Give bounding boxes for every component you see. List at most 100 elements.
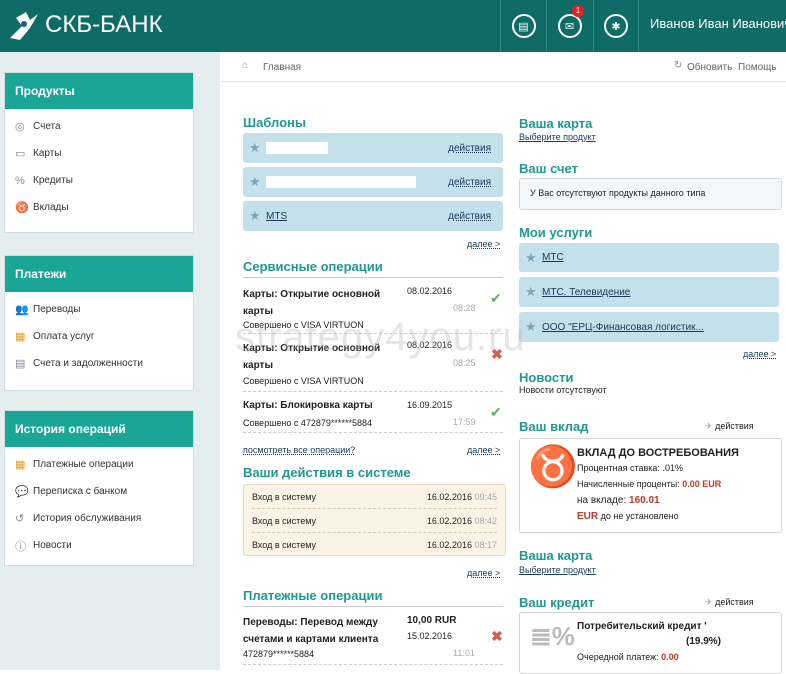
service-name[interactable]: ООО "ЕРЦ-Финансовая логистик...	[542, 321, 704, 333]
template-actions[interactable]: действия	[448, 176, 491, 188]
next-payment-value: 0.00	[661, 652, 679, 662]
rate-value: .01%	[662, 463, 683, 473]
news-title: Новости	[519, 370, 574, 385]
sidebar-item-news[interactable]: ⓘ Новости	[5, 532, 193, 559]
select-card-link[interactable]: Выберите продукт	[519, 132, 596, 142]
template-item[interactable]: ★ действия	[243, 133, 503, 163]
payments-header[interactable]: Платежи	[5, 256, 193, 292]
credit-actions[interactable]: ✈ действия	[705, 597, 754, 608]
sidebar-item-accounts[interactable]: ◎ Счета	[5, 113, 193, 140]
service-op-row[interactable]: Карты: Блокировка карты 16.09.2015 17:59…	[243, 394, 503, 433]
label: Вклады	[33, 202, 69, 213]
op-time: 08:25	[453, 358, 476, 368]
refresh-button[interactable]: Обновить	[687, 62, 733, 73]
service-name[interactable]: МТС. Телевидение	[542, 286, 631, 298]
news-button[interactable]: ▤	[500, 0, 546, 52]
bill-icon: ▦	[15, 459, 26, 471]
template-item[interactable]: ★ действия	[243, 167, 503, 197]
templates-more-link[interactable]: далее >	[467, 239, 501, 249]
view-all-ops-link[interactable]: посмотреть все операции?	[243, 445, 356, 455]
services-more-link[interactable]: далее >	[743, 349, 777, 359]
account-box: У Вас отсутствуют продукты данного типа	[519, 178, 782, 210]
star-icon[interactable]: ★	[249, 208, 261, 223]
settings-button[interactable]: ✱	[593, 0, 639, 52]
sidebar-item-payment-ops[interactable]: ▦ Платежные операции	[5, 451, 193, 478]
sidebar-item-deposits[interactable]: ♉ Вклады	[5, 194, 193, 221]
star-icon[interactable]: ★	[525, 249, 537, 265]
balance-currency: EUR	[577, 511, 599, 522]
account-empty: У Вас отсутствуют продукты данного типа	[530, 188, 706, 198]
user-name[interactable]: Иванов Иван Иванович	[650, 16, 786, 31]
chat-icon: 💬	[15, 486, 29, 498]
action-row: Вход в систему 16.02.2016 08:17	[252, 533, 497, 557]
actions-label: действия	[715, 597, 754, 607]
star-icon[interactable]: ★	[249, 140, 261, 155]
deposit-actions[interactable]: ✈ действия	[705, 421, 754, 432]
label: Новости	[33, 540, 72, 551]
history-header[interactable]: История операций	[5, 411, 193, 447]
check-icon: ✔	[490, 290, 502, 306]
templates-title: Шаблоны	[243, 115, 306, 130]
action-row: Вход в систему 16.02.2016 09:45	[252, 485, 497, 509]
service-item[interactable]: ★ МТС	[519, 243, 779, 272]
action-name: Вход в систему	[252, 515, 316, 526]
label: Оплата услуг	[33, 331, 95, 342]
users-icon: 👥	[15, 304, 29, 316]
star-icon[interactable]: ★	[525, 319, 537, 334]
template-actions[interactable]: действия	[448, 142, 491, 154]
sidebar-item-services[interactable]: ▦ Оплата услуг	[5, 323, 193, 350]
service-ops-title: Сервисные операции	[243, 259, 383, 274]
template-item[interactable]: ★ MTS действия	[243, 201, 503, 231]
service-op-row[interactable]: Карты: Открытие основной карты 08.02.201…	[243, 336, 503, 392]
op-title: Карты: Открытие основной карты	[243, 343, 381, 371]
action-date: 16.02.2016	[426, 540, 472, 550]
refresh-icon[interactable]: ↻	[674, 60, 683, 71]
breadcrumb-home[interactable]: Главная	[263, 62, 302, 73]
deposit-until: до не установлено	[600, 511, 679, 521]
card-title: Ваша карта	[519, 116, 593, 131]
actions-more-link[interactable]: далее >	[467, 568, 501, 578]
redacted-name	[266, 176, 416, 188]
bank-logo[interactable]: СКБ-БАНК	[8, 8, 163, 42]
history-panel: История операций ▦ Платежные операции 💬 Пе…	[4, 410, 194, 566]
sidebar-item-transfers[interactable]: 👥 Переводы	[5, 296, 193, 323]
select-card2-link[interactable]: Выберите продукт	[519, 565, 596, 575]
label: Кредиты	[33, 175, 73, 186]
template-actions[interactable]: действия	[448, 210, 491, 222]
gear-icon: ✱	[604, 14, 628, 38]
products-header[interactable]: Продукты	[5, 73, 193, 109]
service-name[interactable]: МТС	[542, 252, 564, 263]
credit-box[interactable]: ≣% Потребительский кредит ' (19.9%) Очер…	[519, 612, 782, 674]
bill-icon: ▦	[15, 331, 26, 343]
op-date: 08.02.2016	[407, 286, 453, 296]
sidebar-item-debts[interactable]: ▤ Счета и задолженности	[5, 350, 193, 377]
star-icon[interactable]: ★	[249, 174, 261, 189]
op-source: 472879******5884	[243, 649, 315, 659]
op-source: Совершено с VISA VIRTUON	[243, 376, 364, 386]
balance-label: на вкладе:	[577, 495, 627, 506]
op-title: Карты: Открытие основной карты	[243, 289, 381, 317]
sidebar-item-credits[interactable]: % Кредиты	[5, 167, 193, 194]
home-icon[interactable]: ⌂	[242, 60, 249, 71]
actions-title: Ваши действия в системе	[243, 465, 411, 480]
help-link[interactable]: Помощь	[738, 62, 777, 73]
sidebar-item-cards[interactable]: ▭ Карты	[5, 140, 193, 167]
action-time: 09:45	[474, 491, 497, 502]
service-item[interactable]: ★ МТС. Телевидение	[519, 277, 779, 307]
mail-button[interactable]: ✉ 1	[546, 0, 592, 52]
account-title: Ваш счет	[519, 161, 578, 176]
sidebar-item-messages[interactable]: 💬 Переписка с банком	[5, 478, 193, 505]
payment-op-row[interactable]: Переводы: Перевод между счетами и картам…	[243, 610, 503, 665]
top-header: СКБ-БАНК ▤ ✉ 1 ✱ Иванов Иван Иванович	[0, 0, 786, 52]
sidebar-item-service-history[interactable]: ↺ История обслуживания	[5, 505, 193, 532]
action-date: 16.02.2016	[426, 515, 472, 526]
deposit-box[interactable]: ♉ ВКЛАД ДО ВОСТРЕБОВАНИЯ Процентная став…	[519, 438, 782, 533]
service-op-row[interactable]: Карты: Открытие основной карты 08.02.201…	[243, 282, 503, 334]
rate-label: Процентная ставка:	[577, 463, 660, 473]
label: Переводы	[33, 304, 81, 315]
label: Карты	[33, 148, 62, 159]
star-icon[interactable]: ★	[525, 284, 537, 299]
service-item[interactable]: ★ ООО "ЕРЦ-Финансовая логистик...	[519, 312, 779, 342]
template-name[interactable]: MTS	[266, 210, 288, 222]
service-ops-more-link[interactable]: далее >	[467, 445, 501, 455]
